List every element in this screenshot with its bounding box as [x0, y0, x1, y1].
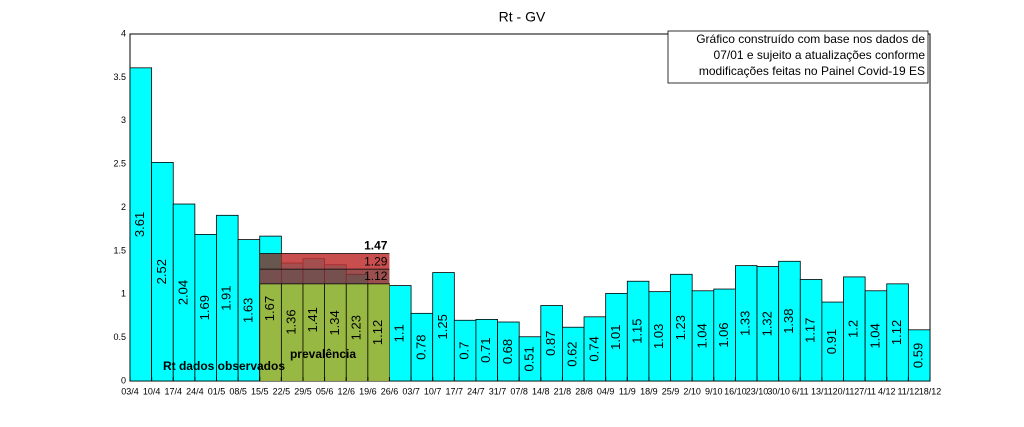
x-tick-label: 03/7 [402, 386, 420, 396]
x-tick-label: 16/10 [724, 386, 747, 396]
value-label: 1.15 [630, 318, 645, 343]
x-tick-label: 15/5 [251, 386, 269, 396]
value-label: 1.63 [240, 298, 255, 323]
x-tick-label: 03/4 [121, 386, 139, 396]
level-label: 1.47 [364, 239, 388, 253]
x-tick-label: 13/11 [811, 386, 833, 396]
note-line: Gráfico construído com base nos dados de [696, 32, 925, 46]
value-label: 1.91 [219, 285, 234, 310]
note-line: modificações feitas no Painel Covid-19 E… [699, 64, 925, 78]
x-tick-label: 27/11 [854, 386, 876, 396]
x-tick-label: 10/4 [143, 386, 161, 396]
y-tick-label: 3 [121, 115, 126, 125]
x-tick-label: 19/6 [359, 386, 377, 396]
x-tick-label: 9/10 [705, 386, 723, 396]
value-label: 1.03 [651, 324, 666, 349]
bar [907, 329, 931, 382]
value-label: 2.52 [154, 259, 169, 284]
value-label: 1.69 [197, 295, 212, 320]
x-tick-label: 08/5 [229, 386, 247, 396]
value-label: 3.61 [132, 212, 147, 237]
value-label: 1.17 [803, 318, 818, 343]
value-label: 1.04 [694, 323, 709, 348]
value-label: 1.25 [435, 314, 450, 339]
x-tick-label: 21/8 [554, 386, 572, 396]
x-tick-label: 04/9 [597, 386, 615, 396]
value-label: 1.1 [392, 324, 407, 342]
note-line: 07/01 e sujeito a atualizações conforme [714, 48, 926, 62]
prevalence-top [259, 253, 282, 270]
x-tick-label: 24/7 [467, 386, 485, 396]
x-tick-label: 26/6 [381, 386, 399, 396]
x-tick-label: 01/5 [208, 386, 226, 396]
y-tick-label: 0.5 [113, 332, 126, 342]
x-tick-label: 05/6 [316, 386, 334, 396]
value-label: 1.01 [608, 325, 623, 350]
value-label: 0.7 [457, 342, 472, 360]
x-tick-label: 14/8 [532, 386, 550, 396]
x-tick-label: 17/4 [164, 386, 182, 396]
value-label: 1.12 [889, 320, 904, 345]
x-tick-label: 30/10 [767, 386, 790, 396]
y-tick-label: 2 [121, 202, 126, 212]
note-box [667, 30, 929, 84]
x-tick-label: 2/10 [683, 386, 701, 396]
y-tick-label: 1.5 [113, 245, 126, 255]
value-label: 1.23 [673, 315, 688, 340]
x-tick-label: 25/9 [662, 386, 680, 396]
value-label: 2.04 [175, 280, 190, 305]
value-label: 1.67 [262, 296, 277, 321]
value-label: 0.59 [911, 343, 926, 368]
value-label: 1.41 [305, 307, 320, 332]
level-label: 1.29 [364, 254, 388, 268]
x-tick-label: 18/12 [919, 386, 942, 396]
x-tick-label: 23/10 [746, 386, 769, 396]
x-tick-label: 20/11 [833, 386, 855, 396]
value-label: 1.12 [370, 320, 385, 345]
x-tick-label: 17/7 [446, 386, 464, 396]
y-tick-label: 0 [121, 375, 126, 385]
x-tick-label: 11/12 [897, 386, 919, 396]
x-tick-label: 10/7 [424, 386, 442, 396]
value-label: 0.74 [586, 336, 601, 361]
x-tick-label: 31/7 [489, 386, 507, 396]
value-label: 1.36 [284, 309, 299, 334]
value-label: 0.62 [565, 341, 580, 366]
value-label: 1.34 [327, 310, 342, 335]
y-tick-label: 2.5 [113, 159, 126, 169]
x-tick-label: 6/11 [792, 386, 809, 396]
level-label: 1.12 [364, 269, 388, 283]
annotation: Rt dados observados [163, 359, 285, 373]
value-label: 1.38 [781, 308, 796, 333]
x-tick-label: 18/9 [640, 386, 658, 396]
x-tick-label: 12/6 [337, 386, 355, 396]
y-tick-label: 4 [121, 28, 126, 38]
value-label: 1.32 [759, 311, 774, 336]
y-tick-label: 1 [121, 289, 126, 299]
value-label: 0.91 [824, 329, 839, 354]
prevalence-lower [259, 269, 390, 284]
value-label: 1.04 [867, 323, 882, 348]
x-tick-label: 28/8 [575, 386, 593, 396]
x-tick-label: 29/5 [294, 386, 312, 396]
annotation: prevalência [290, 347, 356, 361]
value-label: 0.78 [413, 335, 428, 360]
value-label: 1.2 [846, 320, 861, 338]
x-tick-label: 22/5 [273, 386, 291, 396]
value-label: 0.87 [543, 331, 558, 356]
value-label: 0.71 [478, 338, 493, 363]
value-label: 0.51 [521, 346, 536, 371]
y-tick-label: 3.5 [113, 72, 126, 82]
value-label: 1.06 [716, 322, 731, 347]
chart-title: Rt - GV [499, 9, 546, 25]
x-tick-label: 07/8 [510, 386, 528, 396]
x-tick-label: 11/9 [619, 386, 636, 396]
prevalence-upper [281, 253, 390, 270]
x-tick-label: 24/4 [186, 386, 204, 396]
value-label: 1.23 [348, 315, 363, 340]
x-tick-label: 4/12 [878, 386, 896, 396]
value-label: 1.33 [738, 311, 753, 336]
value-label: 0.68 [500, 339, 515, 364]
